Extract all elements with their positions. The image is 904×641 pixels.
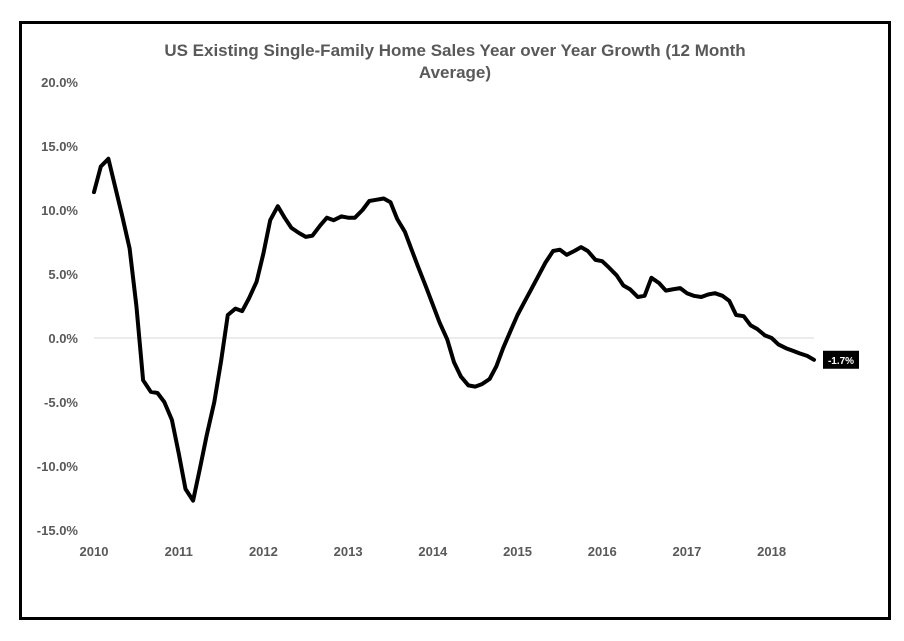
x-tick-label: 2011 — [165, 544, 193, 559]
x-tick-label: 2013 — [334, 544, 363, 559]
end-data-label-box — [823, 350, 859, 369]
y-axis-labels: 20.0% 15.0% 10.0% 5.0% 0.0% -5.0% -10.0% -15.0% — [37, 75, 79, 538]
x-axis-labels: 2010 2011 2012 2013 2014 2015 2016 2017 2018 — [80, 544, 787, 559]
x-tick-label: 2015 — [503, 544, 532, 559]
y-tick-label: 5.0% — [48, 267, 78, 282]
series-line — [92, 156, 816, 503]
x-tick-label: 2012 — [249, 544, 278, 559]
x-tick-label: 2014 — [418, 544, 448, 559]
end-data-label: -1.7% — [828, 356, 854, 367]
chart-frame: US Existing Single-Family Home Sales Yea… — [19, 21, 891, 620]
y-tick-label: -5.0% — [44, 395, 78, 410]
y-tick-label: 15.0% — [41, 139, 78, 154]
series-group — [92, 156, 816, 503]
y-tick-label: -15.0% — [37, 523, 79, 538]
chart-title: US Existing Single-Family Home Sales Yea… — [22, 40, 888, 84]
y-tick-label: 20.0% — [41, 75, 78, 90]
y-tick-label: -10.0% — [37, 459, 79, 474]
line-chart: 20.0% 15.0% 10.0% 5.0% 0.0% -5.0% -10.0% -15.0%… — [37, 75, 859, 559]
x-tick-label: 2016 — [588, 544, 617, 559]
x-tick-label: 2010 — [80, 544, 109, 559]
x-tick-label: 2018 — [757, 544, 786, 559]
y-tick-label: 10.0% — [41, 203, 78, 218]
x-tick-label: 2017 — [672, 544, 701, 559]
end-label-group: -1.7% — [823, 350, 859, 369]
chart-title-text: US Existing Single-Family Home Sales Yea… — [164, 41, 746, 82]
y-tick-label: 0.0% — [48, 331, 78, 346]
